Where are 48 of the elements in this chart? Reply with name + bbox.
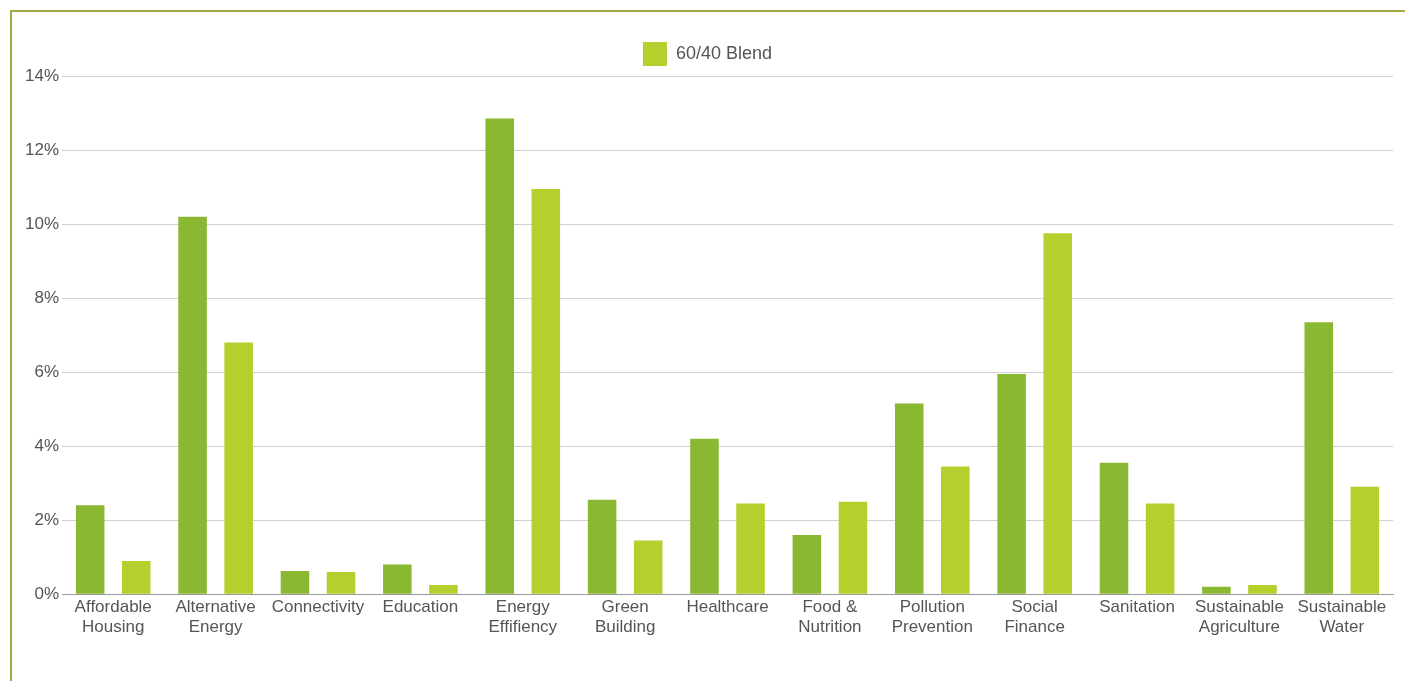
bar <box>1202 586 1231 594</box>
bar <box>587 499 617 594</box>
bar <box>224 342 253 594</box>
x-tick-label: Education <box>382 597 459 617</box>
bar <box>633 540 663 594</box>
bar <box>941 466 970 594</box>
y-tick-label: 4% <box>34 435 60 455</box>
y-tick-label: 6% <box>34 361 60 381</box>
x-tick-label: Energy Effifiency <box>488 597 558 637</box>
bar <box>838 501 868 594</box>
bar <box>736 503 765 594</box>
bar <box>280 570 310 594</box>
y-tick-label: 12% <box>24 139 60 159</box>
bar <box>531 188 561 594</box>
x-tick-label: Sustainable Agriculture <box>1195 597 1284 637</box>
bar <box>1350 486 1380 594</box>
bar <box>1248 584 1277 594</box>
x-tick-label: Sanitation <box>1099 597 1175 617</box>
bar <box>997 373 1026 594</box>
legend-label: 60/40 Blend <box>675 42 773 63</box>
y-tick-label: 2% <box>34 509 60 529</box>
y-tick-label: 0% <box>34 583 60 603</box>
x-tick-label: Alternative Energy <box>175 597 256 637</box>
bar <box>485 118 514 594</box>
y-tick-label: 14% <box>24 65 60 85</box>
x-tick-label: Healthcare <box>686 597 769 617</box>
bar <box>1304 322 1334 594</box>
y-tick-label: 10% <box>24 213 60 233</box>
bar <box>1043 233 1072 594</box>
x-tick-label: Pollution Prevention <box>891 597 973 637</box>
bar <box>1099 462 1129 594</box>
bar <box>894 403 924 594</box>
bar <box>383 564 412 594</box>
x-tick-label: Connectivity <box>271 597 365 617</box>
x-tick-label: Social Finance <box>1004 597 1065 637</box>
x-tick-label: Green Building <box>594 597 656 637</box>
bar <box>690 438 719 594</box>
x-tick-label: Food & Nutrition <box>798 597 862 637</box>
bar <box>75 505 105 594</box>
bar <box>121 560 151 594</box>
y-tick-label: 8% <box>34 287 60 307</box>
bar <box>178 216 207 594</box>
bar <box>792 534 822 594</box>
bar <box>429 584 458 594</box>
bar <box>326 571 356 594</box>
bar <box>1145 503 1175 594</box>
x-tick-label: Affordable Housing <box>74 597 152 637</box>
x-tick-label: Sustainable Water <box>1297 597 1387 637</box>
